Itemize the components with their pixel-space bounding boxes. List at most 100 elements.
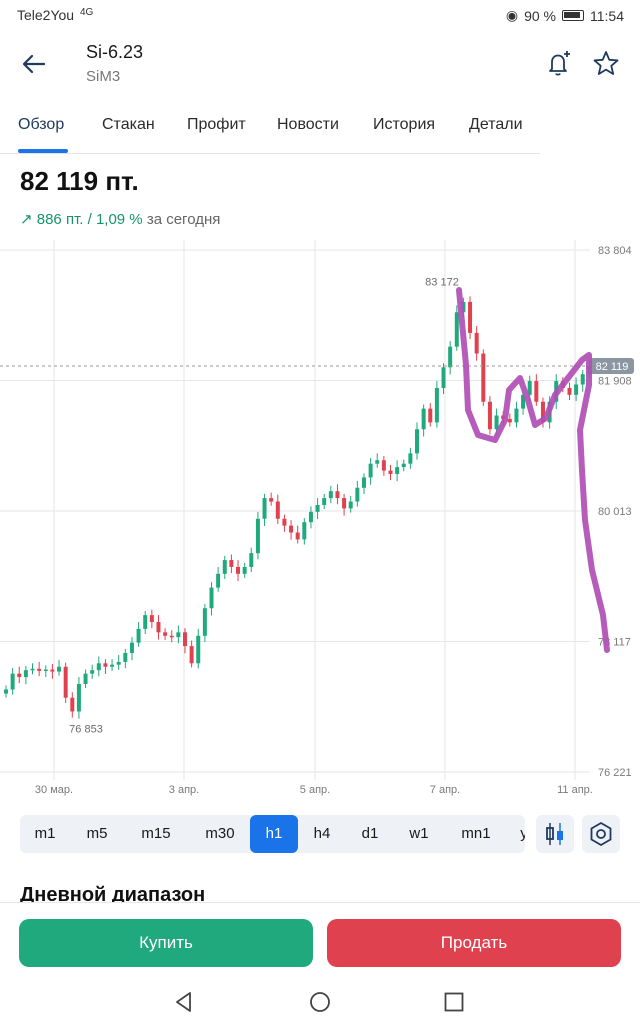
sell-button[interactable]: Продать [327, 919, 621, 967]
nav-back-icon[interactable] [172, 990, 196, 1014]
candle-body [269, 498, 274, 502]
timeframe-h1[interactable]: h1 [250, 815, 298, 853]
candle-body [534, 381, 539, 402]
status-right: ◉ 90 % 11:54 [506, 7, 624, 24]
price-change-period: за сегодня [142, 211, 221, 228]
candle-body [169, 635, 174, 638]
candle-body [395, 467, 400, 474]
candle-body [63, 666, 68, 698]
candle-body [448, 346, 453, 368]
timeframe-m30[interactable]: m30 [205, 825, 235, 842]
candle-body [163, 632, 168, 636]
candle-body [342, 498, 347, 509]
candle-body [129, 642, 134, 653]
candle-body [76, 683, 81, 712]
candle-body [574, 384, 579, 395]
tab-history[interactable]: История [373, 116, 436, 133]
candle-body [328, 491, 333, 499]
x-tick-label: 7 апр. [430, 784, 460, 796]
candle-body [110, 664, 115, 667]
candle-body [295, 532, 300, 540]
carrier-name: Tele2You [17, 7, 75, 23]
candle-body [401, 463, 406, 468]
timeframe-d1[interactable]: d1 [361, 825, 379, 842]
candle-body [315, 504, 320, 512]
trade-action-bar: Купить Продать [0, 902, 640, 978]
candle-body [434, 387, 439, 423]
price-chart[interactable]: 83 804 81 908 80 013 78 117 76 221 30 мар. 3 а… [0, 240, 640, 800]
candle-body [216, 573, 221, 588]
candle-body [50, 669, 55, 672]
hand-drawn-annotation [456, 287, 610, 653]
x-tick-label: 3 апр. [169, 784, 199, 796]
timeframe-m1[interactable]: m1 [34, 825, 56, 842]
system-nav-bar [0, 978, 640, 1024]
y-tick-label: 81 908 [598, 376, 632, 388]
candle-body [209, 587, 214, 609]
candle-body [282, 518, 287, 526]
candle-body [242, 566, 247, 574]
buy-button[interactable]: Купить [19, 919, 313, 967]
x-tick-label: 5 апр. [300, 784, 330, 796]
candle-body [103, 663, 108, 667]
candle-body [375, 460, 380, 464]
add-alert-bell-icon[interactable] [544, 48, 574, 78]
candle-body [361, 477, 366, 488]
candle-body [116, 661, 121, 665]
candle-body [355, 487, 360, 502]
candle-body [149, 615, 154, 623]
battery-icon [562, 10, 584, 21]
candle-body [527, 381, 532, 395]
candle-body [229, 560, 234, 567]
candle-body [176, 632, 181, 638]
candle-body [236, 566, 241, 574]
high-label: 83 172 [425, 277, 459, 289]
y-tick-label: 76 221 [598, 767, 632, 779]
settings-hexagon-icon [590, 821, 612, 847]
app-header: Si-6.23 SiM3 [0, 30, 640, 100]
tab-profit[interactable]: Профит [187, 116, 246, 133]
candle-body [567, 387, 572, 395]
current-price: 82 119 пт. [20, 166, 139, 196]
instrument-tabs: Обзор Стакан Профит Новости История Дета… [0, 100, 540, 154]
signal-icon: 4G [80, 7, 94, 18]
price-block: 82 119 пт. ↗ 886 пт. / 1,09 % за сегодня [20, 166, 220, 228]
candle-body [83, 673, 88, 684]
timeframe-m5[interactable]: m5 [86, 825, 108, 842]
tab-overview[interactable]: Обзор [18, 116, 65, 133]
candle-body [580, 374, 585, 385]
tab-news[interactable]: Новости [277, 116, 339, 133]
timeframe-w1[interactable]: w1 [409, 825, 429, 842]
nav-recents-icon[interactable] [442, 990, 466, 1014]
timeframe-y[interactable]: y [520, 825, 525, 842]
timeframe-mn1[interactable]: mn1 [461, 825, 491, 842]
chart-type-button[interactable] [536, 815, 574, 853]
current-price-badge-label: 82 119 [596, 361, 629, 373]
current-price-badge [590, 357, 634, 374]
tab-order-book[interactable]: Стакан [102, 116, 155, 133]
back-arrow-icon[interactable] [18, 48, 50, 80]
instrument-title: Si-6.23 [86, 42, 144, 62]
nav-home-icon[interactable] [308, 990, 332, 1014]
candle-body [255, 518, 260, 554]
candle-body [262, 498, 267, 519]
candle-body [302, 522, 307, 540]
timeframe-m15[interactable]: m15 [141, 825, 171, 842]
instrument-code: SiM3 [86, 68, 121, 85]
chart-settings-button[interactable] [582, 815, 620, 853]
candle-body [275, 501, 280, 519]
candle-body [196, 635, 201, 664]
candle-body [182, 632, 187, 647]
candle-body [474, 332, 479, 354]
y-tick-label: 80 013 [598, 506, 632, 518]
candle-body [521, 394, 526, 409]
candle-body [30, 668, 35, 671]
low-label: 76 853 [69, 723, 103, 735]
candle-body [249, 553, 254, 567]
candle-body [43, 669, 48, 671]
favorite-star-icon[interactable] [590, 48, 622, 80]
timeframe-h4[interactable]: h4 [313, 825, 331, 842]
tab-details[interactable]: Детали [469, 116, 523, 133]
candle-body [481, 353, 486, 402]
